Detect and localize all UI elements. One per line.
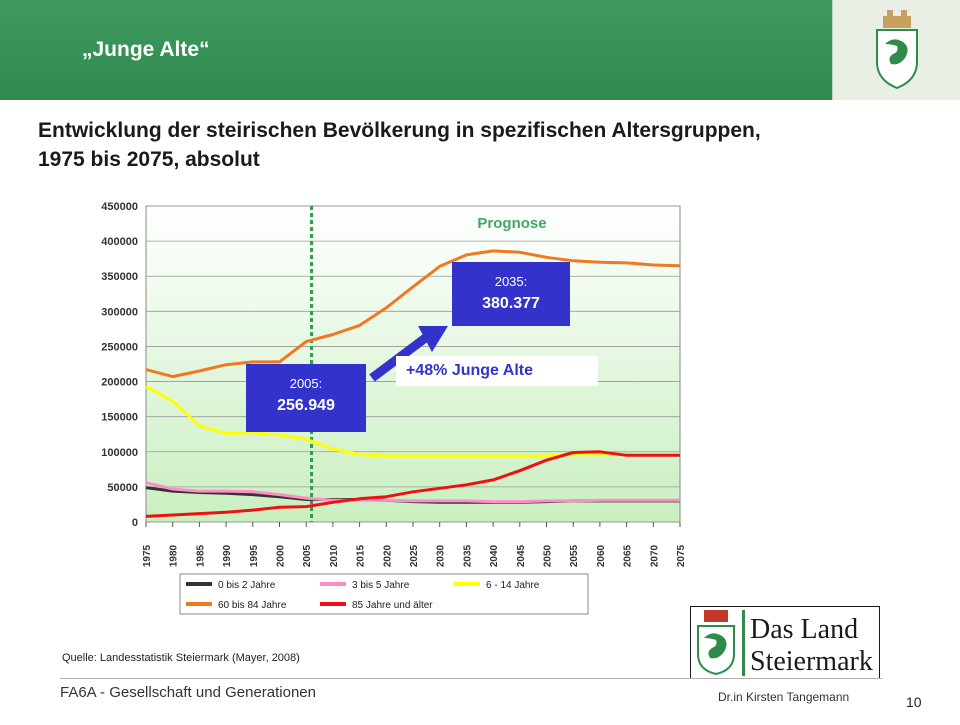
page-number: 10: [906, 694, 922, 710]
x-tick-label: 2025: [409, 544, 420, 567]
slide-title-line2: 1975 bis 2075, absolut: [38, 148, 260, 171]
x-tick-label: 2055: [569, 544, 580, 567]
series-line: [145, 481, 680, 504]
x-tick-label: 2005: [302, 544, 313, 567]
legend-label: 60 bis 84 Jahre: [218, 600, 287, 611]
legend-label: 3 bis 5 Jahre: [352, 580, 410, 591]
source-note: Quelle: Landesstatistik Steiermark (Maye…: [62, 652, 300, 664]
y-tick-label: 350000: [101, 271, 138, 283]
callout-2005-value: 256.949: [277, 397, 335, 414]
coat-of-arms-icon: [876, 10, 918, 90]
y-tick-label: 450000: [101, 201, 138, 213]
y-tick-label: 50000: [107, 482, 138, 494]
x-tick-label: 1990: [222, 544, 233, 567]
x-tick-label: 2060: [596, 544, 607, 567]
y-tick-label: 0: [132, 517, 138, 529]
legend-box: [179, 573, 589, 615]
x-tick-label: 1980: [169, 544, 180, 567]
y-tick-label: 200000: [101, 377, 138, 389]
x-tick-label: 1975: [142, 544, 153, 567]
chart-legend: 0 bis 2 Jahre 3 bis 5 Jahre 6 - 14 Jahre 60…: [179, 573, 589, 615]
x-tick-label: 2020: [382, 544, 393, 567]
callout-2035: 2035: 380.377: [452, 262, 570, 326]
growth-label: +48% Junge Alte: [396, 356, 598, 386]
logo-line1: Das Land: [750, 614, 858, 645]
footer-author: Dr.in Kirsten Tangemann: [718, 690, 850, 704]
callout-2035-year: 2035:: [494, 274, 528, 289]
x-tick-label: 2070: [649, 544, 660, 567]
series-line: [145, 249, 681, 379]
footer-department: FA6A - Gesellschaft und Generationen: [60, 684, 316, 701]
callout-2005-year: 2005:: [289, 376, 323, 391]
slide-title: Entwicklung der steirischen Bevölkerung …: [38, 116, 918, 174]
x-tick-label: 2075: [676, 544, 687, 567]
y-tick-label: 400000: [101, 236, 138, 248]
footer-divider: [60, 678, 882, 679]
x-tick-label: 2035: [462, 544, 473, 567]
growth-arrow-head: [418, 326, 448, 352]
series-line: [145, 450, 680, 518]
header-title: „Junge Alte“: [82, 38, 210, 61]
x-tick-label: 2045: [516, 544, 527, 567]
y-tick-label: 250000: [101, 341, 138, 353]
legend-label: 85 Jahre und älter: [352, 600, 433, 611]
series-line: [145, 385, 680, 458]
land-steiermark-icon: Das Land Steiermark: [690, 606, 880, 679]
coat-of-arms-logo: [832, 0, 960, 100]
callout-2005: 2005: 256.949: [246, 364, 366, 432]
land-steiermark-logo: Das Land Steiermark: [690, 602, 882, 685]
legend-label: 6 - 14 Jahre: [486, 580, 540, 591]
x-tick-label: 1995: [249, 544, 260, 567]
x-tick-label: 1985: [195, 544, 206, 567]
slide-title-line1: Entwicklung der steirischen Bevölkerung …: [38, 119, 761, 142]
callout-2035-value: 380.377: [482, 295, 540, 312]
y-tick-label: 150000: [101, 412, 138, 424]
x-tick-label: 2030: [436, 544, 447, 567]
x-tick-label: 2040: [489, 544, 500, 567]
x-tick-label: 2065: [623, 544, 634, 567]
y-tick-label: 300000: [101, 306, 138, 318]
x-tick-label: 2010: [329, 544, 340, 567]
y-tick-label: 100000: [101, 447, 138, 459]
logo-line2: Steiermark: [750, 646, 873, 677]
header-bar: „Junge Alte“: [0, 0, 832, 100]
prognose-label: Prognose: [477, 215, 546, 232]
x-tick-label: 2050: [543, 544, 554, 567]
x-tick-label: 2000: [276, 544, 287, 567]
x-tick-label: 2015: [356, 544, 367, 567]
legend-label: 0 bis 2 Jahre: [218, 580, 276, 591]
